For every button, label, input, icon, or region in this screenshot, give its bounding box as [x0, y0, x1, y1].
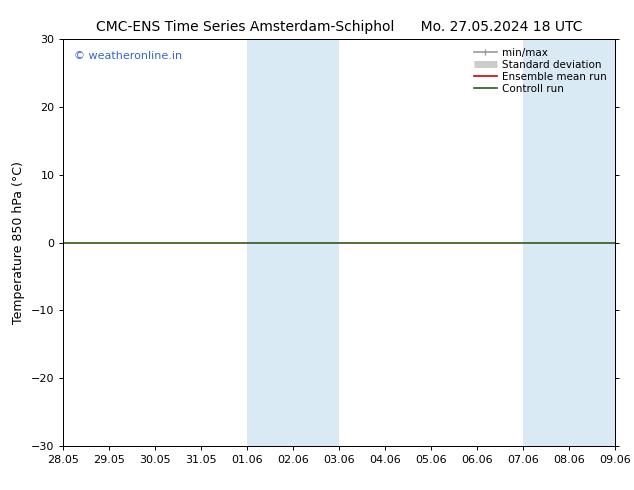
- Text: © weatheronline.in: © weatheronline.in: [74, 51, 183, 61]
- Legend: min/max, Standard deviation, Ensemble mean run, Controll run: min/max, Standard deviation, Ensemble me…: [470, 45, 610, 97]
- Y-axis label: Temperature 850 hPa (°C): Temperature 850 hPa (°C): [12, 161, 25, 324]
- Title: CMC-ENS Time Series Amsterdam-Schiphol      Mo. 27.05.2024 18 UTC: CMC-ENS Time Series Amsterdam-Schiphol M…: [96, 20, 583, 34]
- Bar: [523, 39, 615, 446]
- Bar: [247, 39, 339, 446]
